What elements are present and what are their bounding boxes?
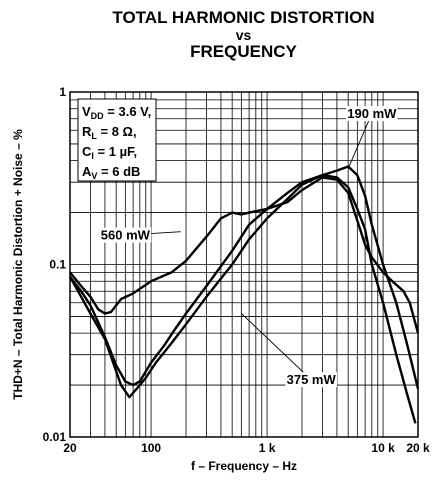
series-labels: 190 mW 375 mW 560 mW [99, 106, 398, 388]
condition-line: RL = 8 Ω, [82, 124, 137, 141]
condition-line: CI = 1 µF, [82, 144, 137, 161]
series-line-375-mw [68, 173, 417, 424]
series-label-bg [346, 106, 398, 122]
condition-line: VDD = 3.6 V, [82, 104, 151, 121]
series-label-bg [99, 227, 152, 243]
series-label: 560 mW [101, 228, 151, 243]
title-line-3: FREQUENCY [190, 42, 297, 61]
y-tick-label: 1 [59, 85, 66, 99]
condition-line: AV = 6 dB [82, 164, 140, 181]
series-line-190-mw [69, 165, 420, 390]
y-axis-label: THD+N – Total Harmonic Distortion + Nois… [11, 129, 25, 400]
conditions-frame [77, 98, 157, 182]
leader-line [241, 313, 312, 380]
leader-line [347, 113, 373, 169]
chart-title: TOTAL HARMONIC DISTORTION vs FREQUENCY [52, 8, 435, 62]
series-label: 190 mW [347, 106, 397, 121]
series-lines [68, 165, 420, 424]
conditions-box: VDD = 3.6 V, RL = 8 Ω, CI = 1 µF, AV = 6 dB [77, 98, 157, 182]
plot-frame [69, 91, 419, 438]
x-tick-label: 10 k [371, 441, 395, 455]
series-label-bg [285, 372, 337, 388]
x-tick-label: 20 [63, 441, 77, 455]
x-axis-label: f – Frequency – Hz [191, 459, 297, 473]
y-tick-label: 0.01 [43, 430, 67, 444]
x-tick-label: 20 k [406, 441, 430, 455]
x-tick-label: 1 k [259, 441, 276, 455]
x-tick-label: 100 [141, 441, 161, 455]
title-line-2: vs [235, 27, 252, 43]
title-line-1: TOTAL HARMONIC DISTORTION [112, 8, 375, 27]
series-label: 375 mW [287, 372, 337, 387]
series-line-560-mw [69, 176, 420, 334]
y-tick-label: 0.1 [49, 258, 66, 272]
tick-labels: 20 100 1 k 10 k 20 k 1 0.1 0.01 [43, 85, 430, 455]
